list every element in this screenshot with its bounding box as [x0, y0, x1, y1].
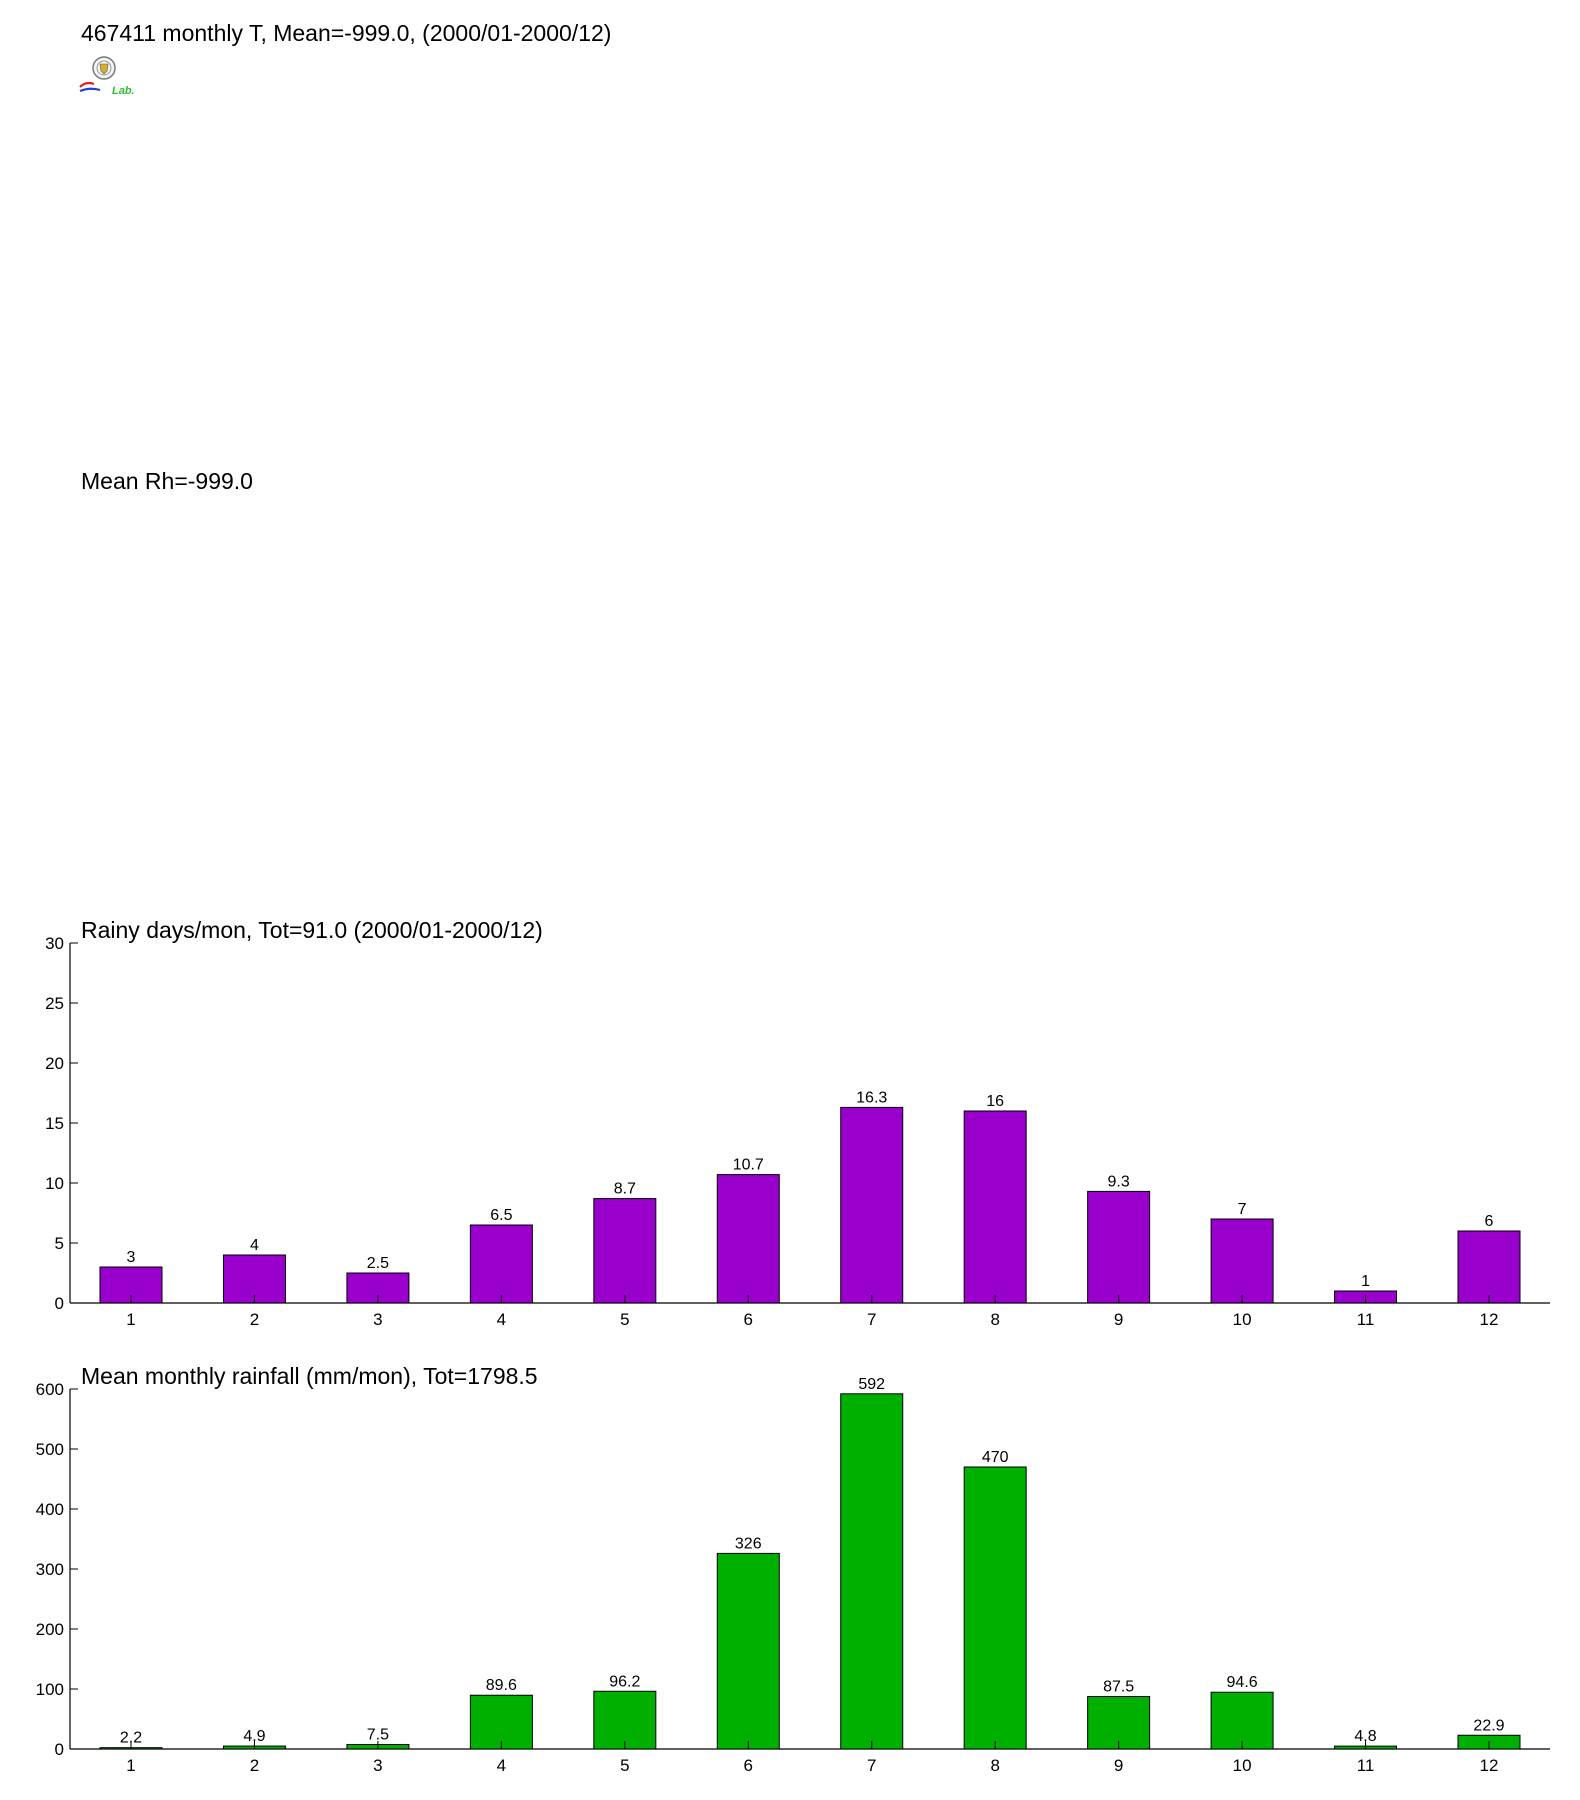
rainy-days-bar	[1457, 1230, 1521, 1304]
rainy-days-bar-value-label: 10.7	[733, 1157, 764, 1174]
rainy-days-y-tick-label: 0	[55, 1294, 64, 1313]
rainfall-x-tick-label: 2	[250, 1756, 259, 1775]
rainfall-x-tick-label: 1	[126, 1756, 135, 1775]
logo-text: Lab.	[112, 85, 134, 97]
rainy-days-bar-value-label: 9.3	[1108, 1173, 1130, 1190]
rainfall-bar	[1210, 1691, 1274, 1750]
rainfall-bar	[1087, 1696, 1151, 1750]
rainfall-y-tick-label: 100	[36, 1680, 64, 1699]
rainy-days-x-tick-label: 10	[1233, 1310, 1252, 1329]
rainy-days-bar-value-label: 16.3	[856, 1089, 887, 1106]
rainfall-plot: 0 100 200 300 400 500 600 2.2 1 4.9 2 7.5 3 89.6 4 96.2…	[36, 1376, 1550, 1775]
rainy-days-bar-value-label: 6	[1485, 1213, 1494, 1230]
rainy-days-bar	[469, 1224, 533, 1304]
rainy-days-bar	[593, 1198, 657, 1304]
rainfall-x-tick-label: 6	[744, 1756, 753, 1775]
rainy-days-x-tick-label: 4	[497, 1310, 506, 1329]
rainfall-bar-value-label: 96.2	[609, 1673, 640, 1690]
rainfall-x-tick-label: 8	[990, 1756, 999, 1775]
rainfall-chart: Mean monthly rainfall (mm/mon), Tot=1798…	[36, 1363, 1550, 1775]
rainy-days-bar-value-label: 2.5	[367, 1255, 389, 1272]
rainy-days-bar-value-label: 4	[250, 1237, 259, 1254]
rainy-days-x-tick-label: 3	[373, 1310, 382, 1329]
rainfall-bar	[593, 1690, 657, 1750]
rainfall-bar-value-label: 2.2	[120, 1730, 142, 1747]
rainy-days-bar	[1210, 1218, 1274, 1304]
rainy-days-bar	[1087, 1190, 1151, 1304]
rainfall-x-tick-label: 3	[373, 1756, 382, 1775]
rainy-days-bar-value-label: 8.7	[614, 1181, 636, 1198]
rainy-days-x-tick-label: 12	[1480, 1310, 1499, 1329]
rainy-days-bar-value-label: 1	[1361, 1273, 1370, 1290]
rainy-days-bar	[716, 1174, 780, 1304]
rainy-days-bar-value-label: 3	[127, 1249, 136, 1266]
rainfall-bar-value-label: 470	[982, 1449, 1009, 1466]
rainfall-x-tick-label: 4	[497, 1756, 506, 1775]
rainy-days-x-tick-label: 11	[1357, 1310, 1375, 1329]
rainfall-y-tick-label: 400	[36, 1500, 64, 1519]
rainfall-chart-title: Mean monthly rainfall (mm/mon), Tot=1798…	[81, 1363, 538, 1389]
rainfall-x-tick-label: 10	[1233, 1756, 1252, 1775]
rainfall-bar	[469, 1694, 533, 1750]
rainfall-x-tick-label: 12	[1480, 1756, 1499, 1775]
rainfall-bar-value-label: 326	[735, 1535, 762, 1552]
rainfall-bar-value-label: 4.8	[1354, 1728, 1376, 1745]
rainy-days-y-tick-label: 30	[45, 934, 64, 953]
rainy-days-x-tick-label: 7	[867, 1310, 876, 1329]
rainy-days-y-tick-label: 20	[45, 1054, 64, 1073]
rainy-days-bar-value-label: 16	[986, 1093, 1004, 1110]
rainfall-y-tick-label: 0	[55, 1740, 64, 1759]
rainfall-x-tick-label: 7	[867, 1756, 876, 1775]
rainfall-y-tick-label: 200	[36, 1620, 64, 1639]
rainy-days-y-tick-label: 25	[45, 994, 64, 1013]
rainy-days-chart-title: Rainy days/mon, Tot=91.0 (2000/01-2000/1…	[81, 917, 543, 943]
rainy-days-chart: Rainy days/mon, Tot=91.0 (2000/01-2000/1…	[45, 917, 1550, 1329]
rainy-days-plot: 05101520253031422.536.548.7510.7616.3716…	[45, 934, 1550, 1329]
rainy-days-x-tick-label: 1	[126, 1310, 135, 1329]
rainy-days-x-tick-label: 8	[990, 1310, 999, 1329]
rainfall-bar-value-label: 592	[858, 1376, 885, 1393]
rainfall-x-tick-label: 11	[1357, 1756, 1375, 1775]
rainfall-bar-value-label: 89.6	[486, 1677, 517, 1694]
rainfall-bar-value-label: 87.5	[1103, 1679, 1134, 1696]
rainy-days-x-tick-label: 6	[744, 1310, 753, 1329]
rainfall-y-tick-label: 600	[36, 1380, 64, 1399]
rainfall-bar-value-label: 94.6	[1227, 1674, 1258, 1691]
rainy-days-bar-value-label: 6.5	[490, 1207, 512, 1224]
rainy-days-x-tick-label: 5	[620, 1310, 629, 1329]
rainfall-bar	[716, 1552, 780, 1750]
rainfall-bar-value-label: 22.9	[1473, 1717, 1504, 1734]
rainfall-bar-value-label: 7.5	[367, 1727, 389, 1744]
rainy-days-y-tick-label: 10	[45, 1174, 64, 1193]
rainfall-bar	[963, 1466, 1027, 1750]
rainy-days-bar	[840, 1106, 904, 1304]
temperature-chart-title: 467411 monthly T, Mean=-999.0, (2000/01-…	[81, 20, 612, 46]
rainfall-bar-value-label: 4.9	[243, 1728, 265, 1745]
rainfall-y-tick-label: 500	[36, 1440, 64, 1459]
rainfall-x-tick-label: 9	[1114, 1756, 1123, 1775]
rainy-days-x-tick-label: 2	[250, 1310, 259, 1329]
rainy-days-y-tick-label: 15	[45, 1114, 64, 1133]
rainy-days-y-tick-label: 5	[55, 1234, 64, 1253]
humidity-chart-title: Mean Rh=-999.0	[81, 468, 253, 494]
rainfall-y-tick-label: 300	[36, 1560, 64, 1579]
rainy-days-bar-value-label: 7	[1238, 1201, 1247, 1218]
rainy-days-x-tick-label: 9	[1114, 1310, 1123, 1329]
rainy-days-bar	[963, 1110, 1027, 1304]
rainfall-x-tick-label: 5	[620, 1756, 629, 1775]
rainfall-bar	[840, 1393, 904, 1750]
lab-logo-icon: Lab.	[79, 56, 134, 97]
